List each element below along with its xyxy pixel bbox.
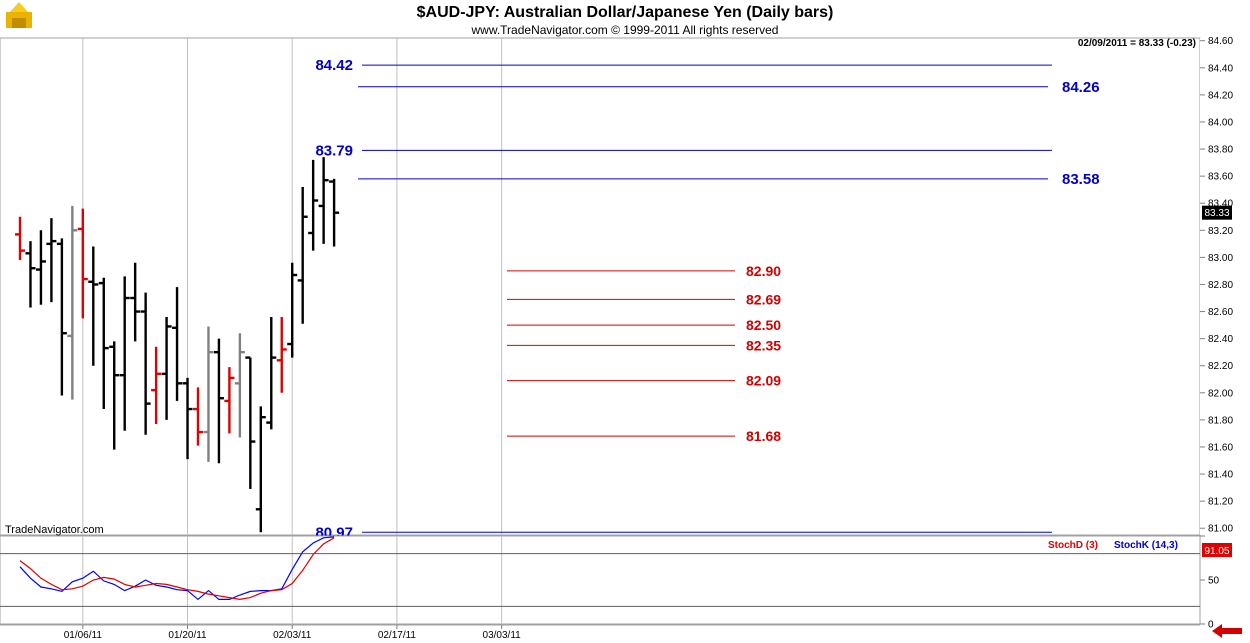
- stochastic-vertical-gridlines: [82, 536, 503, 624]
- ohlc-bar[interactable]: [151, 346, 162, 424]
- stochastic-y-axis: 50 0: [1200, 535, 1220, 631]
- ohlc-bar[interactable]: [67, 205, 78, 400]
- y-tick-label: 82.00: [1208, 388, 1233, 399]
- y-tick-label: 84.20: [1208, 90, 1233, 101]
- legend-stochd: StochD (3): [1048, 540, 1098, 551]
- ohlc-bar[interactable]: [109, 341, 120, 450]
- ohlc-bar[interactable]: [329, 178, 340, 247]
- ohlc-bar[interactable]: [224, 367, 235, 434]
- price-panel: 84.4284.2683.7983.5880.9782.9082.6982.50…: [0, 37, 1201, 541]
- stochd-line: [19, 537, 335, 601]
- ohlc-bar[interactable]: [15, 216, 25, 261]
- stochastic-horizontal-lines: [0, 553, 1200, 607]
- stochk-line: [19, 536, 335, 601]
- chart-subtitle: www.TradeNavigator.com © 1999-2011 All r…: [471, 23, 779, 37]
- stochastic-y-tick-label: 50: [1208, 576, 1220, 587]
- ohlc-bar[interactable]: [56, 238, 67, 396]
- y-tick-label: 83.20: [1208, 226, 1233, 237]
- ohlc-bar[interactable]: [234, 333, 245, 438]
- x-tick-label: 01/06/11: [64, 630, 103, 641]
- y-tick-label: 84.40: [1208, 63, 1233, 74]
- ohlc-bar[interactable]: [119, 276, 130, 431]
- stochastic-plot-area[interactable]: [0, 535, 1201, 625]
- ohlc-bar[interactable]: [308, 159, 319, 251]
- y-tick-label: 83.40: [1208, 199, 1233, 210]
- x-tick-label: 03/03/11: [483, 630, 522, 641]
- x-tick-label: 02/03/11: [273, 630, 312, 641]
- price-y-axis: 84.60 84.40 84.20 84.00 83.80 83.60 83.40 83.20…: [1200, 36, 1250, 535]
- ohlc-bar[interactable]: [182, 377, 193, 460]
- price-level-lines: 84.4284.2683.7983.5880.9782.9082.6982.50…: [315, 57, 1099, 541]
- y-tick-label: 82.60: [1208, 307, 1233, 318]
- red-level-label: 82.69: [746, 291, 781, 307]
- ohlc-bar[interactable]: [255, 406, 266, 533]
- blue-level-label: 84.42: [315, 57, 353, 74]
- ohlc-bar[interactable]: [161, 316, 172, 420]
- y-tick-label: 84.60: [1208, 36, 1233, 47]
- y-tick-label: 82.40: [1208, 334, 1233, 345]
- svg-text:83.33: 83.33: [1204, 208, 1229, 219]
- ohlc-bar[interactable]: [172, 287, 183, 401]
- x-axis: 01/06/11 01/20/11 02/03/11 02/17/11 03/03/11: [0, 624, 1200, 641]
- ohlc-bar[interactable]: [35, 230, 46, 305]
- price-bars: [15, 157, 340, 533]
- y-tick-label: 82.80: [1208, 280, 1233, 291]
- ohlc-bar[interactable]: [297, 186, 308, 324]
- ohlc-bar[interactable]: [276, 316, 287, 393]
- ohlc-bar[interactable]: [318, 157, 329, 244]
- watermark: TradeNavigator.com: [5, 524, 104, 536]
- ohlc-bar[interactable]: [287, 262, 298, 358]
- x-tick-label: 02/17/11: [378, 630, 417, 641]
- y-tick-label: 81.80: [1208, 415, 1233, 426]
- y-tick-label: 83.60: [1208, 172, 1233, 183]
- ohlc-bar[interactable]: [130, 262, 141, 342]
- chart-title: $AUD-JPY: Australian Dollar/Japanese Yen…: [417, 4, 834, 21]
- legend-stochk: StochK (14,3): [1114, 540, 1178, 551]
- y-tick-label: 82.20: [1208, 361, 1233, 372]
- ohlc-bar[interactable]: [266, 316, 277, 430]
- ohlc-bar[interactable]: [25, 241, 36, 308]
- y-tick-label: 81.00: [1208, 524, 1233, 535]
- logo-icon: [6, 2, 32, 28]
- y-tick-label: 83.00: [1208, 253, 1233, 264]
- scroll-back-arrow-icon[interactable]: [1212, 624, 1242, 638]
- red-level-label: 82.50: [746, 317, 781, 333]
- ohlc-bar[interactable]: [46, 218, 57, 303]
- red-level-label: 82.90: [746, 263, 781, 279]
- last-quote-label: 02/09/2011 = 83.33 (-0.23): [1078, 38, 1196, 49]
- ohlc-bar[interactable]: [213, 338, 224, 464]
- ohlc-bar[interactable]: [98, 277, 109, 410]
- y-tick-label: 81.60: [1208, 442, 1233, 453]
- ohlc-bar[interactable]: [203, 326, 214, 462]
- svg-text:91.05: 91.05: [1204, 546, 1229, 557]
- x-tick-label: 01/20/11: [168, 630, 207, 641]
- stochastic-value-tag: 91.05: [1202, 543, 1232, 557]
- price-plot-area[interactable]: [0, 37, 1201, 536]
- y-tick-label: 81.20: [1208, 497, 1233, 508]
- ohlc-bar[interactable]: [88, 246, 99, 366]
- stochastic-panel: StochD (3) StochK (14,3): [0, 535, 1201, 625]
- blue-level-label: 83.79: [315, 142, 353, 159]
- y-tick-label: 83.80: [1208, 145, 1233, 156]
- blue-level-label: 84.26: [1062, 79, 1100, 96]
- red-level-label: 82.35: [746, 337, 781, 353]
- red-level-label: 82.09: [746, 373, 781, 389]
- current-price-tag: 83.33: [1202, 205, 1232, 220]
- ohlc-bar[interactable]: [77, 208, 88, 319]
- ohlc-bar[interactable]: [245, 356, 256, 489]
- y-tick-label: 84.00: [1208, 117, 1233, 128]
- y-tick-label: 81.40: [1208, 470, 1233, 481]
- stochastic-lines: [19, 536, 335, 601]
- red-level-label: 81.68: [746, 428, 781, 444]
- ohlc-bar[interactable]: [192, 387, 203, 446]
- blue-level-label: 83.58: [1062, 171, 1100, 188]
- ohlc-bar[interactable]: [140, 292, 151, 435]
- stochastic-y-tick-label: 0: [1208, 620, 1214, 631]
